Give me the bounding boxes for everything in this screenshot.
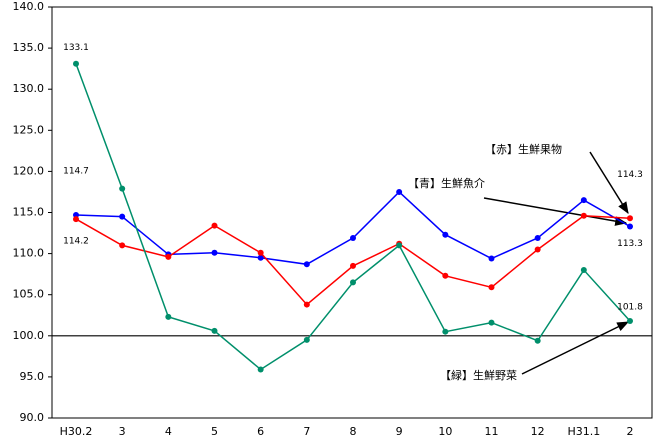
point: [534, 234, 541, 241]
y-tick-label: 110.0: [13, 247, 45, 260]
y-tick-label: 125.0: [13, 123, 45, 136]
x-tick-label: 5: [211, 425, 218, 438]
point: [119, 213, 126, 220]
point: [257, 249, 264, 256]
x-tick-label: 2: [627, 425, 634, 438]
arrow: [483, 197, 628, 226]
series-line: [75, 190, 631, 266]
point: [534, 337, 541, 344]
point: [534, 246, 541, 253]
point: [211, 327, 218, 334]
point: [303, 261, 310, 268]
point: [257, 254, 264, 261]
point: [73, 216, 79, 223]
point: [442, 272, 449, 279]
x-tick-label: 3: [119, 425, 126, 438]
y-tick-label: 120.0: [13, 164, 45, 177]
x-tick-label: 8: [350, 425, 357, 438]
point: [211, 222, 218, 229]
point: [165, 253, 172, 260]
y-tick-label: 135.0: [13, 41, 45, 54]
point: [350, 279, 356, 286]
point: [165, 313, 172, 320]
x-tick-label: H30.2: [60, 425, 93, 438]
y-tick-label: 95.0: [20, 370, 45, 383]
x-tick-label: 12: [531, 425, 545, 438]
data-label: 113.3: [617, 239, 643, 249]
y-tick-label: 100.0: [13, 329, 45, 342]
arrow: [521, 321, 630, 375]
point: [257, 366, 264, 373]
x-tick-label: 6: [257, 425, 264, 438]
point: [627, 215, 633, 222]
data-label: 101.8: [617, 303, 643, 313]
arrow: [589, 151, 629, 215]
point: [580, 197, 587, 204]
point: [396, 242, 403, 249]
y-tick-label: 140.0: [13, 0, 45, 13]
data-label: 114.7: [63, 166, 89, 176]
point: [119, 242, 126, 249]
point: [488, 319, 495, 326]
point: [580, 267, 587, 274]
series-label: 【緑】生鮮野菜: [440, 368, 517, 382]
data-label: 133.1: [63, 43, 89, 53]
point: [73, 211, 79, 218]
point: [627, 223, 633, 230]
point: [350, 234, 356, 241]
y-tick-label: 115.0: [13, 206, 45, 219]
point: [488, 284, 495, 291]
y-tick-label: 105.0: [13, 288, 45, 301]
series-line: [75, 63, 631, 371]
point: [350, 262, 356, 269]
point: [442, 328, 449, 335]
data-label: 114.3: [617, 170, 643, 180]
y-tick-label: 90.0: [20, 411, 45, 424]
series-label: 【青】生鮮魚介: [408, 176, 485, 190]
point: [580, 212, 587, 219]
x-tick-label: 4: [165, 425, 172, 438]
point: [488, 255, 495, 262]
point: [211, 249, 218, 256]
point: [627, 318, 633, 325]
x-tick-label: 11: [485, 425, 499, 438]
point: [73, 60, 79, 67]
series-label: 【赤】生鮮果物: [485, 142, 562, 156]
point: [303, 336, 310, 343]
x-tick-label: 7: [303, 425, 310, 438]
point: [442, 231, 449, 238]
y-tick-label: 130.0: [13, 82, 45, 95]
x-tick-label: 10: [438, 425, 452, 438]
x-tick-label: 9: [396, 425, 403, 438]
plot-frame: [51, 6, 653, 419]
point: [119, 185, 126, 192]
x-tick-label: H31.1: [567, 425, 600, 438]
point: [396, 188, 403, 195]
data-label: 114.2: [63, 237, 89, 247]
point: [303, 301, 310, 308]
